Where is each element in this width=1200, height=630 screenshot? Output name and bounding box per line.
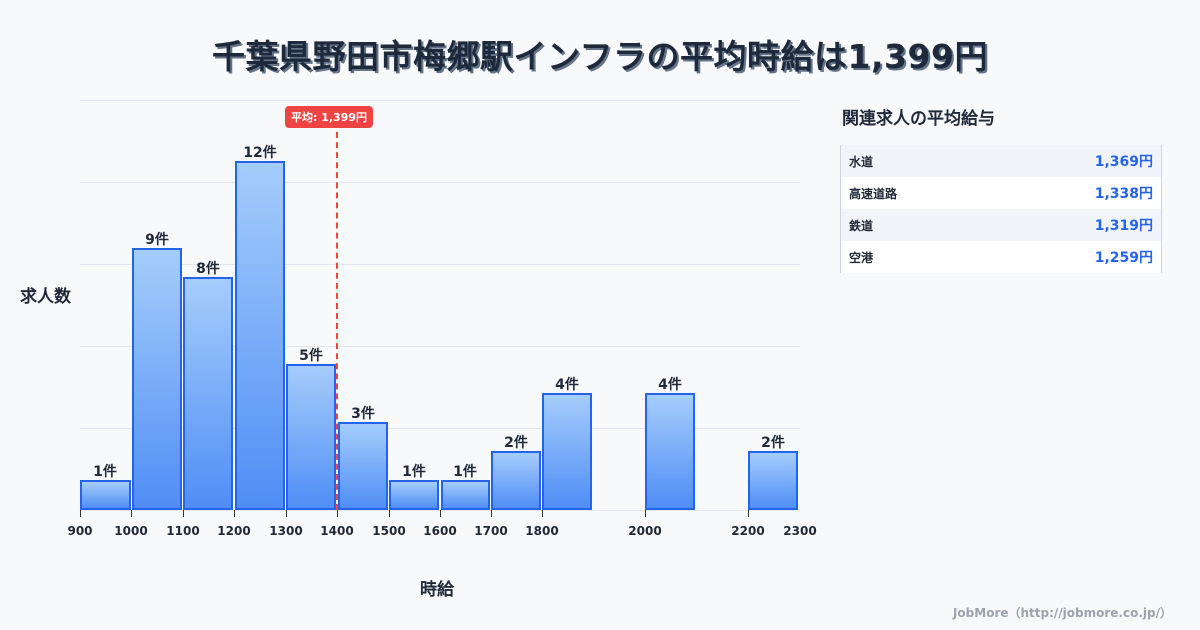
x-tick-label: 900 xyxy=(67,524,93,538)
row-value: 1,338円 xyxy=(1094,186,1153,202)
x-tick xyxy=(286,510,287,517)
bar-1700 xyxy=(491,451,541,510)
gridline xyxy=(80,346,800,347)
bar-1300 xyxy=(286,364,336,510)
row-name: 水道 xyxy=(849,154,874,169)
x-tick xyxy=(80,510,81,517)
row-value: 1,259円 xyxy=(1094,250,1153,266)
x-tick-label: 1200 xyxy=(217,524,251,538)
bar-2000 xyxy=(645,393,695,510)
x-tick-label: 1100 xyxy=(166,524,200,538)
bar-label: 8件 xyxy=(196,261,220,277)
x-tick-label: 1400 xyxy=(320,524,354,538)
x-tick-label: 1600 xyxy=(423,524,457,538)
x-tick xyxy=(131,510,132,517)
table-row: 空港 1,259円 xyxy=(841,241,1161,273)
bar-label: 4件 xyxy=(555,377,579,393)
row-name: 高速道路 xyxy=(849,186,898,201)
bar-label: 5件 xyxy=(299,348,323,364)
gridline xyxy=(80,264,800,265)
average-badge: 平均: 1,399円 xyxy=(285,106,374,128)
bar-1200 xyxy=(235,161,285,510)
related-salary-table: 水道 1,369円 高速道路 1,338円 鉄道 1,319円 空港 1,259… xyxy=(840,145,1162,273)
bar-label: 4件 xyxy=(658,377,682,393)
x-tick xyxy=(440,510,441,517)
row-value: 1,369円 xyxy=(1094,154,1153,170)
footer-credit: JobMore（http://jobmore.co.jp/） xyxy=(952,606,1172,620)
average-line xyxy=(336,122,338,510)
x-tick-label: 1800 xyxy=(525,524,559,538)
gridline xyxy=(80,100,800,101)
bar-label: 1件 xyxy=(93,464,117,480)
y-axis-label: 求人数 xyxy=(20,287,71,307)
bar-1600 xyxy=(441,480,490,510)
row-name: 空港 xyxy=(849,250,874,265)
x-tick-label: 2200 xyxy=(731,524,765,538)
x-tick xyxy=(389,510,390,517)
x-tick-label: 1700 xyxy=(474,524,508,538)
x-tick xyxy=(645,510,646,517)
bar-label: 12件 xyxy=(243,145,277,161)
bar-label: 3件 xyxy=(351,406,375,422)
histogram-plot: 1件 9件 8件 12件 5件 3件 1件 1件 2件 4件 4件 2件 900… xyxy=(67,100,817,538)
table-row: 高速道路 1,338円 xyxy=(841,177,1161,209)
bar-label: 2件 xyxy=(761,435,785,451)
page-title: 千葉県野田市梅郷駅インフラの平均時給は1,399円 xyxy=(212,37,988,76)
gridline xyxy=(80,182,800,183)
x-tick xyxy=(234,510,235,517)
bar-1500 xyxy=(389,480,439,510)
x-tick xyxy=(491,510,492,517)
bar-label: 2件 xyxy=(504,435,528,451)
bar-2200 xyxy=(748,451,798,510)
bar-900 xyxy=(80,480,131,510)
row-name: 鉄道 xyxy=(849,218,874,233)
x-tick xyxy=(748,510,749,517)
bar-1800 xyxy=(542,393,592,510)
x-tick-label: 1000 xyxy=(114,524,148,538)
x-tick-label: 1500 xyxy=(372,524,406,538)
table-row: 鉄道 1,319円 xyxy=(841,209,1161,241)
bar-label: 1件 xyxy=(453,464,477,480)
bar-1400 xyxy=(338,422,388,510)
bar-label: 9件 xyxy=(145,232,169,248)
bar-1000 xyxy=(132,248,182,510)
x-tick-label: 2300 xyxy=(783,524,817,538)
bar-1100 xyxy=(183,277,233,510)
related-salary-title: 関連求人の平均給与 xyxy=(842,109,995,129)
bar-label: 1件 xyxy=(402,464,426,480)
x-tick-label: 2000 xyxy=(628,524,662,538)
row-value: 1,319円 xyxy=(1094,218,1153,234)
x-axis-label: 時給 xyxy=(420,580,454,600)
x-tick xyxy=(183,510,184,517)
x-tick xyxy=(542,510,543,517)
gridline xyxy=(80,428,800,429)
x-tick xyxy=(337,510,338,517)
table-row: 水道 1,369円 xyxy=(841,145,1161,177)
x-tick-label: 1300 xyxy=(269,524,303,538)
